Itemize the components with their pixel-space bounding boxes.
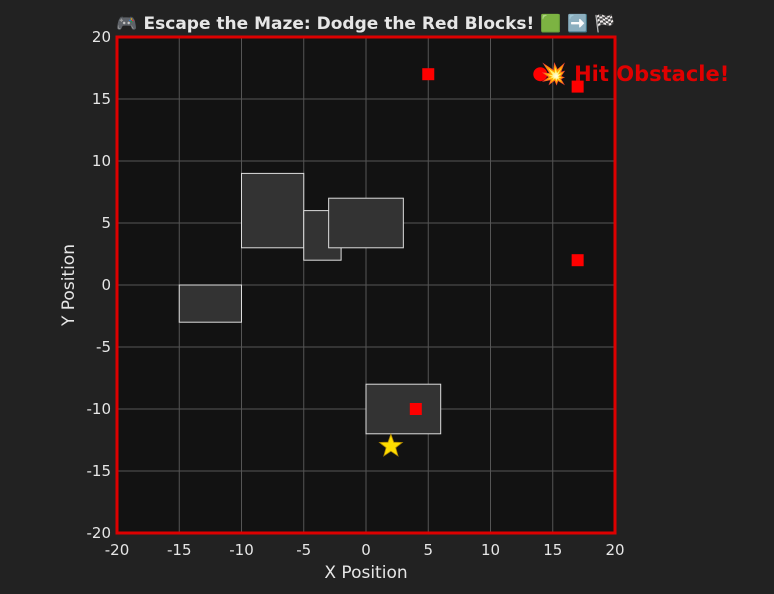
x-tick-label: -20 xyxy=(105,541,130,559)
y-tick-label: -15 xyxy=(87,462,112,480)
obstacle-block xyxy=(571,254,584,267)
y-axis-label: Y Position xyxy=(59,244,79,327)
x-tick-label: 0 xyxy=(361,541,371,559)
obstacles xyxy=(409,68,584,415)
x-tick-label: 5 xyxy=(423,541,433,559)
x-tick-label: 10 xyxy=(481,541,500,559)
player-marker xyxy=(533,67,548,82)
maze-wall xyxy=(241,172,305,249)
y-tick-label: 20 xyxy=(92,28,111,46)
obstacle-block xyxy=(571,80,584,93)
maze-wall xyxy=(365,383,442,435)
x-tick-label: -5 xyxy=(296,541,311,559)
y-tick-label: 10 xyxy=(92,152,111,170)
y-tick-label: 15 xyxy=(92,90,111,108)
maze-walls xyxy=(178,172,442,435)
markers xyxy=(378,67,548,457)
x-axis-label: X Position xyxy=(324,563,407,583)
x-tick-label: 15 xyxy=(543,541,562,559)
maze-wall xyxy=(178,284,242,323)
obstacle-block xyxy=(409,403,422,415)
y-tick-label: 0 xyxy=(101,276,111,294)
x-tick-label: -15 xyxy=(167,541,192,559)
y-tick-label: -20 xyxy=(87,524,112,542)
hit-obstacle-annotation: 💥 Hit Obstacle! xyxy=(541,61,730,87)
chart-title: 🎮 Escape the Maze: Dodge the Red Blocks!… xyxy=(116,13,615,34)
y-tick-label: -5 xyxy=(96,338,111,356)
x-tick-label: 20 xyxy=(605,541,624,559)
obstacle-block xyxy=(422,68,435,81)
ticks: -20 -15 -10 -5 0 5 10 15 20 -20 -15 -10 -5 0 5 10 15 20 xyxy=(87,28,625,559)
y-tick-label: -10 xyxy=(87,400,112,418)
plot-frame xyxy=(115,35,617,535)
y-tick-label: 5 xyxy=(101,214,111,232)
x-tick-label: -10 xyxy=(229,541,254,559)
maze-wall xyxy=(328,197,404,249)
goal-star xyxy=(378,433,404,457)
